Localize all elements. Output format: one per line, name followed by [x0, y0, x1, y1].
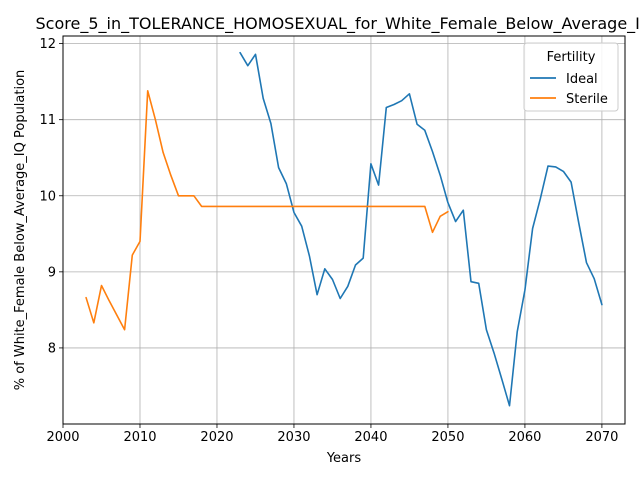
y-tick-label: 8	[48, 341, 56, 356]
chart-title: Score_5_in_TOLERANCE_HOMOSEXUAL_for_Whit…	[36, 14, 640, 34]
legend-label-sterile: Sterile	[566, 92, 608, 107]
x-tick-label: 2030	[277, 430, 310, 445]
legend-label-ideal: Ideal	[566, 72, 598, 87]
y-tick-label: 11	[39, 113, 56, 128]
y-tick-label: 12	[39, 37, 56, 52]
legend-box	[523, 42, 619, 112]
legend-title: Fertility	[547, 50, 596, 65]
y-tick-label: 9	[48, 265, 56, 280]
x-tick-label: 2010	[123, 430, 156, 445]
x-tick-label: 2050	[431, 430, 464, 445]
legend: Fertility Ideal Sterile	[523, 42, 619, 112]
x-axis-label: Years	[326, 451, 362, 466]
series-line-sterile	[85, 90, 449, 331]
x-tick-label: 2060	[508, 430, 541, 445]
series-layer	[85, 51, 603, 407]
plot-frame	[62, 35, 626, 425]
y-tick-label: 10	[39, 189, 56, 204]
x-tick-label: 2070	[585, 430, 618, 445]
series-line-ideal	[239, 51, 603, 407]
x-tick-label: 2020	[200, 430, 233, 445]
y-axis-label: % of White_Female Below_Average_IQ Popul…	[13, 70, 28, 391]
axis-ticks: 2000 2010 2020 2030 2040 2050 2060 2070 8 9 10 11 12	[39, 37, 618, 445]
x-tick-label: 2040	[354, 430, 387, 445]
x-tick-label: 2000	[46, 430, 79, 445]
